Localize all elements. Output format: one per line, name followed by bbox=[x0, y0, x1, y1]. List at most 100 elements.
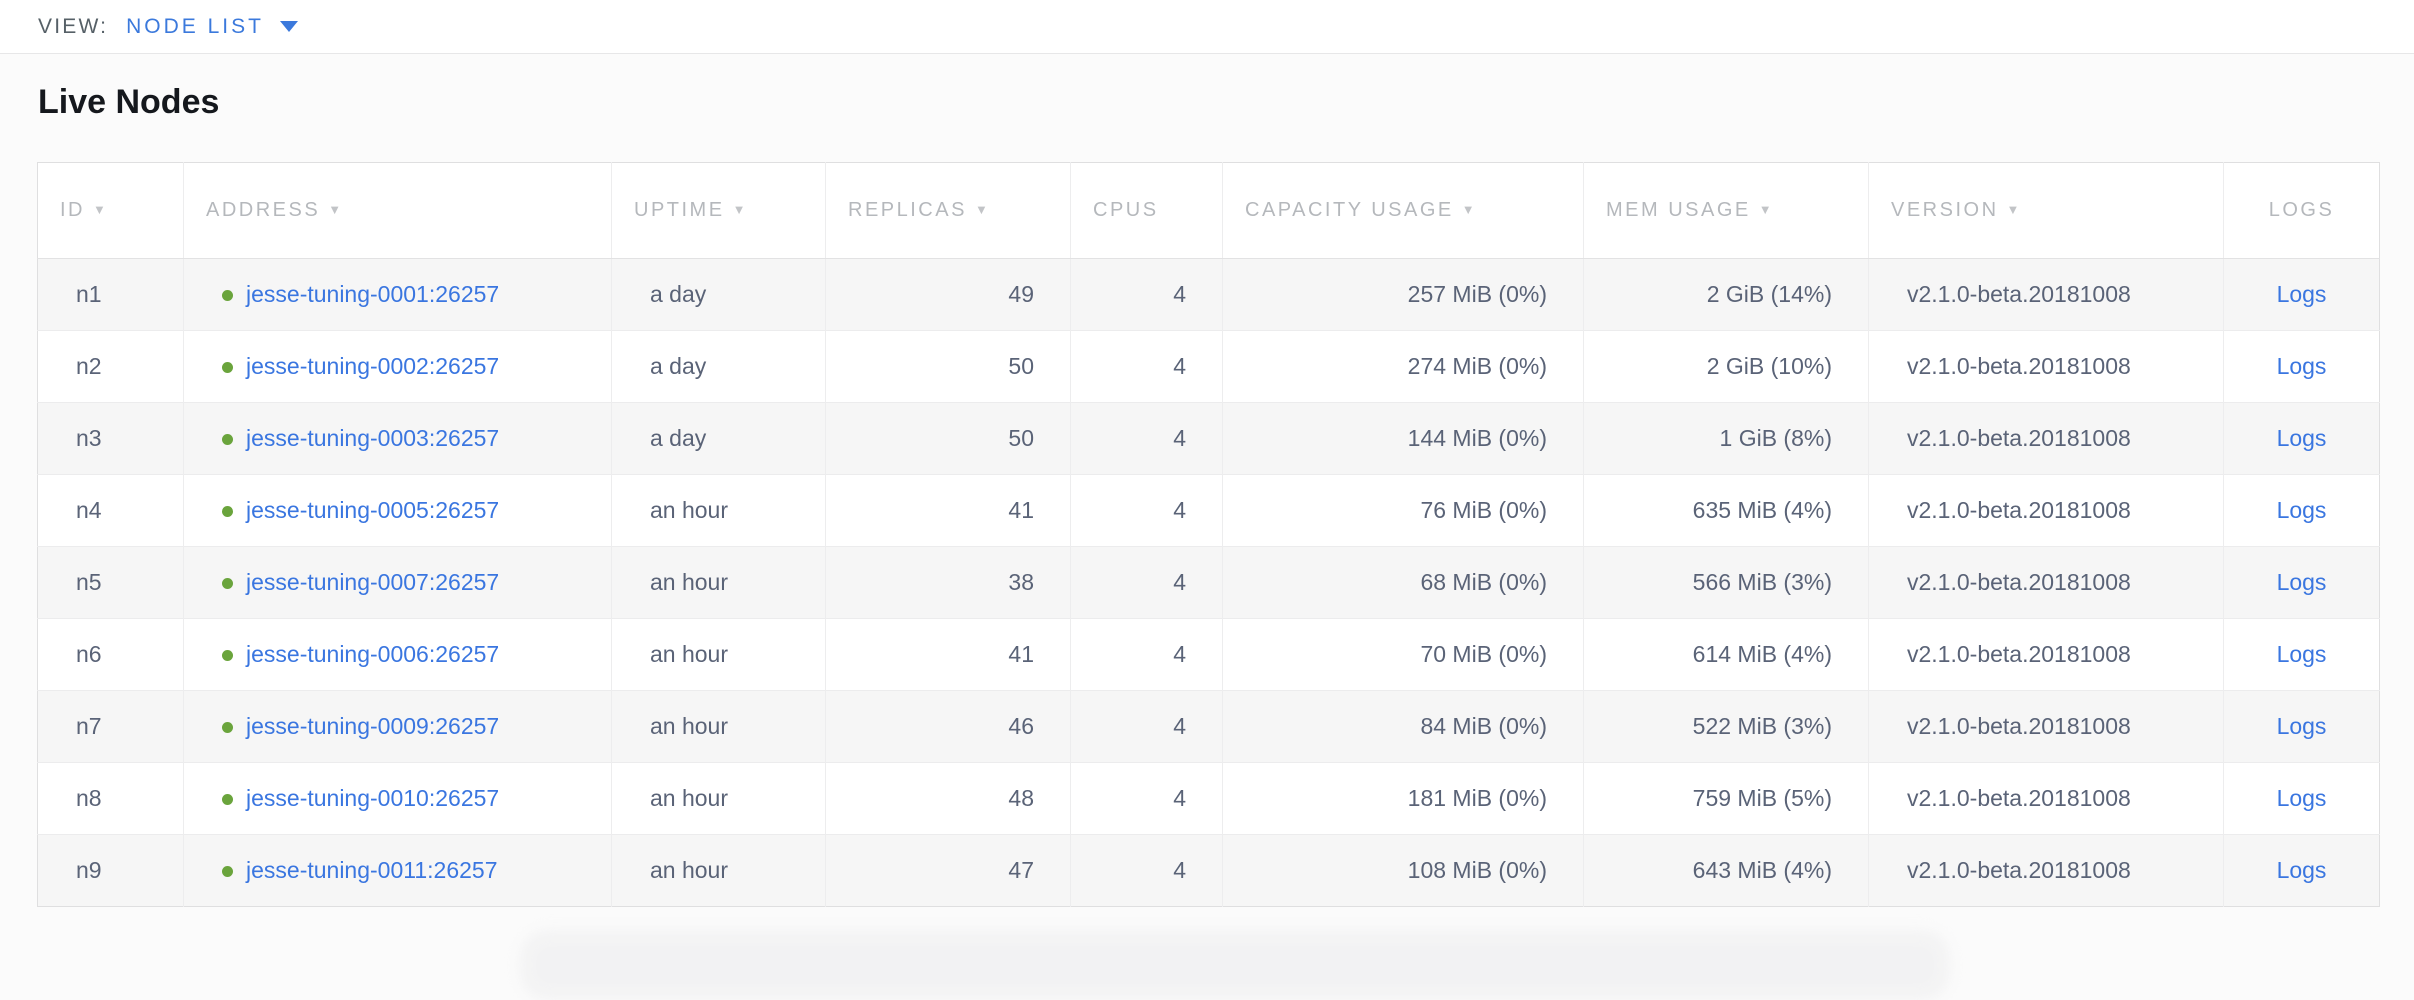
logs-link[interactable]: Logs bbox=[2276, 353, 2327, 379]
logs-link[interactable]: Logs bbox=[2276, 425, 2327, 451]
live-status-dot-icon bbox=[222, 722, 233, 733]
cell-mem: 759 MiB (5%) bbox=[1583, 762, 1869, 835]
sort-desc-icon: ▼ bbox=[1758, 202, 1775, 217]
cell-capacity: 257 MiB (0%) bbox=[1222, 258, 1584, 331]
address-link[interactable]: jesse-tuning-0011:26257 bbox=[246, 857, 498, 883]
cell-version: v2.1.0-beta.20181008 bbox=[1868, 402, 2224, 475]
address-link[interactable]: jesse-tuning-0010:26257 bbox=[246, 785, 500, 811]
cell-address: jesse-tuning-0009:26257 bbox=[183, 690, 612, 763]
cell-id: n3 bbox=[37, 402, 184, 475]
cell-capacity: 144 MiB (0%) bbox=[1222, 402, 1584, 475]
cell-replicas: 48 bbox=[825, 762, 1071, 835]
table-row: n2 jesse-tuning-0002:26257 a day 50 4 274 MiB… bbox=[37, 330, 2380, 403]
cell-capacity: 76 MiB (0%) bbox=[1222, 474, 1584, 547]
live-status-dot-icon bbox=[222, 290, 233, 301]
logs-link[interactable]: Logs bbox=[2276, 641, 2327, 667]
cell-logs: Logs bbox=[2223, 690, 2380, 763]
cell-id: n9 bbox=[37, 834, 184, 907]
column-header-address[interactable]: ADDRESS ▼ bbox=[183, 162, 612, 259]
view-dropdown[interactable]: NODE LIST bbox=[126, 15, 298, 39]
table-row: n3 jesse-tuning-0003:26257 a day 50 4 144 MiB… bbox=[37, 402, 2380, 475]
cell-replicas: 41 bbox=[825, 474, 1071, 547]
table-row: n1 jesse-tuning-0001:26257 a day 49 4 257 MiB… bbox=[37, 258, 2380, 331]
address-link[interactable]: jesse-tuning-0009:26257 bbox=[246, 713, 500, 739]
cell-version: v2.1.0-beta.20181008 bbox=[1868, 618, 2224, 691]
column-header-id[interactable]: ID ▼ bbox=[37, 162, 184, 259]
cell-version: v2.1.0-beta.20181008 bbox=[1868, 474, 2224, 547]
cell-version: v2.1.0-beta.20181008 bbox=[1868, 690, 2224, 763]
sort-desc-icon: ▼ bbox=[732, 202, 748, 217]
cell-capacity: 181 MiB (0%) bbox=[1222, 762, 1584, 835]
live-status-dot-icon bbox=[222, 506, 233, 517]
cell-capacity: 68 MiB (0%) bbox=[1222, 546, 1584, 619]
cell-address: jesse-tuning-0001:26257 bbox=[183, 258, 612, 331]
cell-address: jesse-tuning-0006:26257 bbox=[183, 618, 612, 691]
column-label: MEM USAGE bbox=[1606, 199, 1751, 221]
live-status-dot-icon bbox=[222, 866, 233, 877]
column-label: LOGS bbox=[2268, 199, 2335, 221]
logs-link[interactable]: Logs bbox=[2276, 569, 2327, 595]
cell-id: n1 bbox=[37, 258, 184, 331]
address-link[interactable]: jesse-tuning-0007:26257 bbox=[246, 569, 500, 595]
sort-desc-icon: ▼ bbox=[1461, 202, 1478, 217]
logs-link[interactable]: Logs bbox=[2276, 857, 2327, 883]
address-link[interactable]: jesse-tuning-0006:26257 bbox=[246, 641, 500, 667]
cell-version: v2.1.0-beta.20181008 bbox=[1868, 546, 2224, 619]
cell-address: jesse-tuning-0003:26257 bbox=[183, 402, 612, 475]
live-nodes-table: ID ▼ ADDRESS ▼ UPTIME ▼ REPLICAS ▼ CPUS CAPACITY … bbox=[37, 162, 2380, 907]
live-status-dot-icon bbox=[222, 578, 233, 589]
address-link[interactable]: jesse-tuning-0005:26257 bbox=[246, 497, 500, 523]
live-status-dot-icon bbox=[222, 794, 233, 805]
column-header-mem[interactable]: MEM USAGE ▼ bbox=[1583, 162, 1869, 259]
cell-mem: 614 MiB (4%) bbox=[1583, 618, 1869, 691]
column-label: ADDRESS bbox=[206, 199, 321, 221]
view-dropdown-value: NODE LIST bbox=[126, 14, 264, 38]
cell-replicas: 38 bbox=[825, 546, 1071, 619]
cell-replicas: 47 bbox=[825, 834, 1071, 907]
column-header-uptime[interactable]: UPTIME ▼ bbox=[611, 162, 826, 259]
logs-link[interactable]: Logs bbox=[2276, 281, 2327, 307]
cell-cpus: 4 bbox=[1070, 834, 1223, 907]
cell-logs: Logs bbox=[2223, 762, 2380, 835]
cell-id: n4 bbox=[37, 474, 184, 547]
column-header-capacity[interactable]: CAPACITY USAGE ▼ bbox=[1222, 162, 1584, 259]
column-label: ID bbox=[60, 199, 85, 221]
address-link[interactable]: jesse-tuning-0001:26257 bbox=[246, 281, 500, 307]
cell-id: n2 bbox=[37, 330, 184, 403]
caret-down-icon bbox=[279, 21, 298, 32]
column-header-logs: LOGS bbox=[2223, 162, 2380, 259]
column-label: CPUS bbox=[1093, 199, 1159, 221]
table-row: n8 jesse-tuning-0010:26257 an hour 48 4 181 M… bbox=[37, 762, 2380, 835]
column-label: VERSION bbox=[1891, 199, 1999, 221]
table-row: n7 jesse-tuning-0009:26257 an hour 46 4 84 Mi… bbox=[37, 690, 2380, 763]
logs-link[interactable]: Logs bbox=[2276, 497, 2327, 523]
cell-logs: Logs bbox=[2223, 834, 2380, 907]
cell-cpus: 4 bbox=[1070, 690, 1223, 763]
cell-replicas: 46 bbox=[825, 690, 1071, 763]
cell-cpus: 4 bbox=[1070, 474, 1223, 547]
cell-version: v2.1.0-beta.20181008 bbox=[1868, 330, 2224, 403]
logs-link[interactable]: Logs bbox=[2276, 785, 2327, 811]
address-link[interactable]: jesse-tuning-0003:26257 bbox=[246, 425, 500, 451]
cell-uptime: an hour bbox=[611, 474, 826, 547]
cell-capacity: 70 MiB (0%) bbox=[1222, 618, 1584, 691]
cell-mem: 2 GiB (10%) bbox=[1583, 330, 1869, 403]
cell-mem: 635 MiB (4%) bbox=[1583, 474, 1869, 547]
next-section-peek bbox=[520, 930, 1950, 1000]
cell-id: n6 bbox=[37, 618, 184, 691]
cell-uptime: an hour bbox=[611, 834, 826, 907]
address-link[interactable]: jesse-tuning-0002:26257 bbox=[246, 353, 500, 379]
logs-link[interactable]: Logs bbox=[2276, 713, 2327, 739]
sort-desc-icon: ▼ bbox=[974, 202, 991, 217]
cell-address: jesse-tuning-0007:26257 bbox=[183, 546, 612, 619]
cell-version: v2.1.0-beta.20181008 bbox=[1868, 762, 2224, 835]
column-header-version[interactable]: VERSION ▼ bbox=[1868, 162, 2224, 259]
live-status-dot-icon bbox=[222, 434, 233, 445]
cell-uptime: an hour bbox=[611, 546, 826, 619]
column-header-replicas[interactable]: REPLICAS ▼ bbox=[825, 162, 1071, 259]
cell-version: v2.1.0-beta.20181008 bbox=[1868, 834, 2224, 907]
cell-cpus: 4 bbox=[1070, 258, 1223, 331]
cell-uptime: a day bbox=[611, 402, 826, 475]
cell-id: n7 bbox=[37, 690, 184, 763]
cell-capacity: 274 MiB (0%) bbox=[1222, 330, 1584, 403]
